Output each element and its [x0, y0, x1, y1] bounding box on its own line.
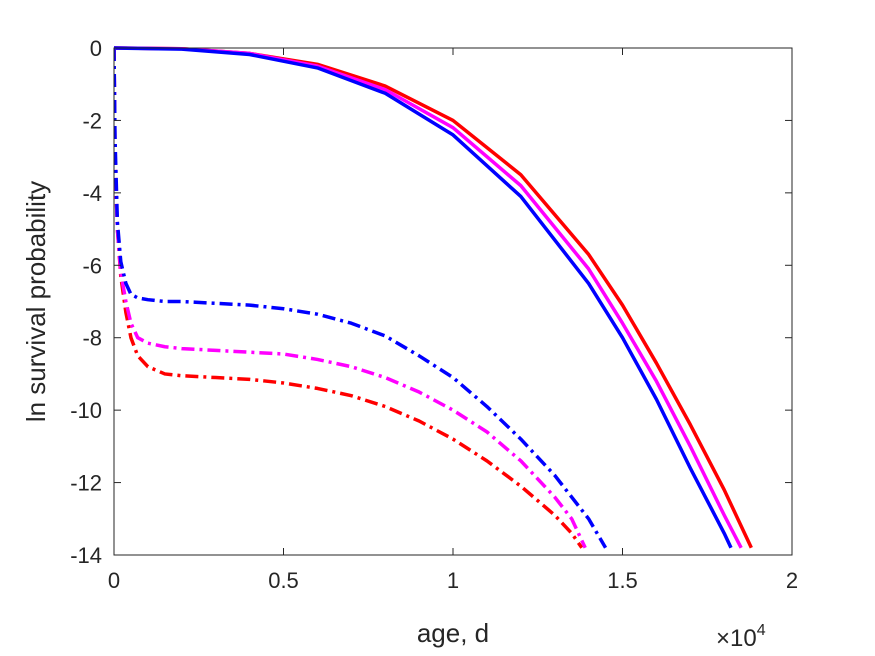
- y-tick-label: 0: [90, 36, 102, 61]
- y-tick-label: -12: [70, 471, 102, 496]
- x-exponent-base: ×10: [716, 625, 757, 652]
- dashdot-series-line-5: [114, 47, 587, 549]
- y-tick-label: -14: [70, 543, 102, 568]
- x-axis-exponent-label: ×104: [716, 622, 766, 652]
- y-tick-label: -2: [82, 108, 102, 133]
- y-axis-label: ln survival probability: [21, 181, 51, 422]
- y-tick-label: -4: [82, 181, 102, 206]
- dashdot-series-line-6: [114, 47, 608, 549]
- plot-area: [114, 46, 753, 549]
- y-tick-label: -6: [82, 253, 102, 278]
- y-tick-label: -10: [70, 398, 102, 423]
- x-tick-label: 0: [108, 568, 120, 593]
- x-tick-label: 0.5: [268, 568, 299, 593]
- x-tick-label: 1.5: [607, 568, 638, 593]
- x-exponent-power: 4: [757, 622, 766, 639]
- solid-series-line-3: [114, 46, 733, 549]
- y-tick-label: -8: [82, 326, 102, 351]
- axis-ticks: 0 0.5 1 1.5 2 0 -2 -4 -6 -8 -10 -12 -14: [70, 36, 798, 593]
- x-axis-label: age, d: [417, 618, 489, 648]
- x-tick-label: 2: [786, 568, 798, 593]
- x-tick-label: 1: [447, 568, 459, 593]
